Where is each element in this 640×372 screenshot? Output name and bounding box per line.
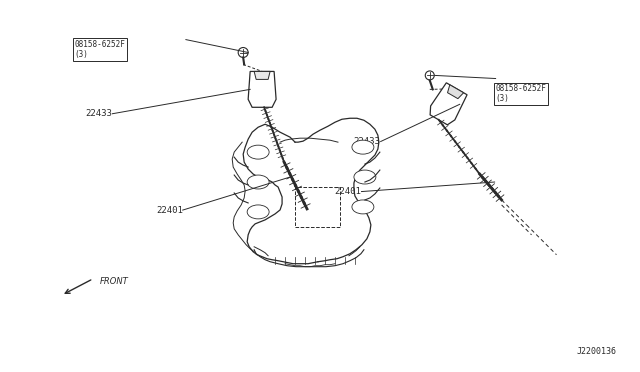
Text: 22401: 22401 [335, 187, 362, 196]
Ellipse shape [247, 145, 269, 159]
Polygon shape [248, 71, 276, 107]
Ellipse shape [247, 175, 269, 189]
Ellipse shape [354, 170, 376, 184]
Text: FRONT: FRONT [100, 277, 129, 286]
Polygon shape [447, 85, 463, 99]
Text: 22433: 22433 [354, 137, 381, 146]
Ellipse shape [247, 205, 269, 219]
Ellipse shape [352, 140, 374, 154]
Text: 22433: 22433 [86, 109, 113, 118]
Text: J2200136: J2200136 [577, 347, 617, 356]
Text: 22401: 22401 [156, 206, 182, 215]
Polygon shape [430, 83, 467, 125]
Text: 08158-6252F
(3): 08158-6252F (3) [74, 39, 125, 59]
Ellipse shape [352, 200, 374, 214]
Text: 08158-6252F
(3): 08158-6252F (3) [495, 84, 547, 103]
Polygon shape [254, 71, 270, 79]
Bar [295, 187, 340, 227]
